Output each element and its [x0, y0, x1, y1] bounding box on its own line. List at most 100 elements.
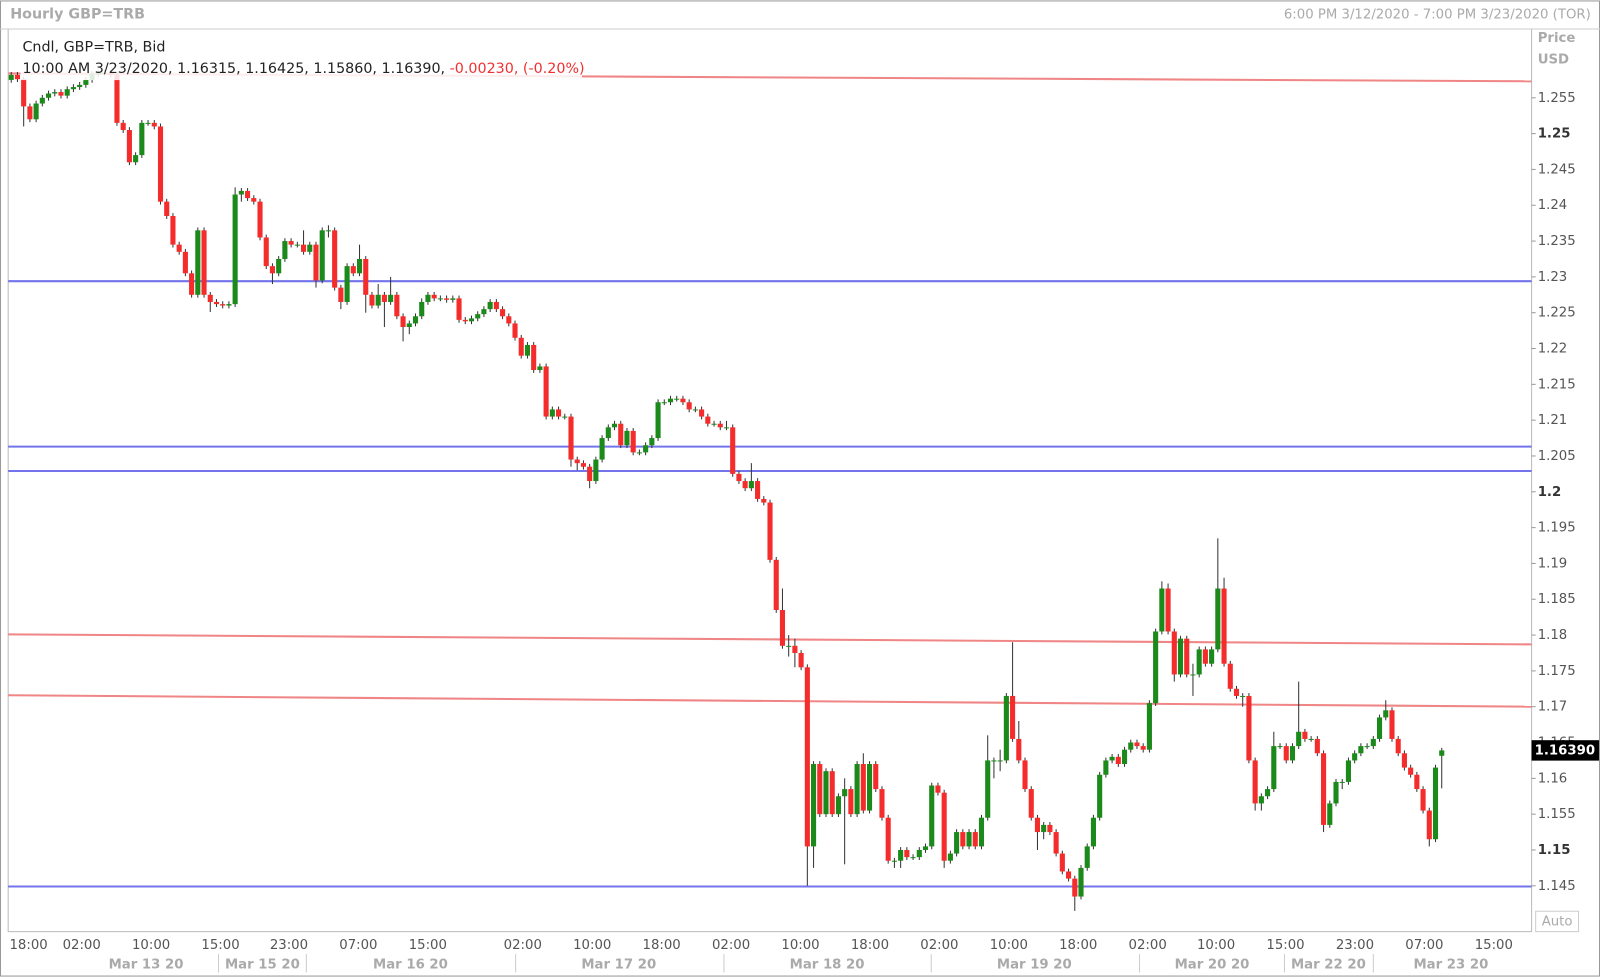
candle-body [245, 190, 251, 199]
candle-body [916, 849, 922, 858]
candle-body [431, 294, 437, 299]
candle-body [1321, 753, 1327, 825]
candle-body [394, 294, 400, 317]
candle-body [854, 764, 860, 815]
candle-body [1258, 796, 1264, 804]
candle-body [966, 832, 972, 847]
x-tick-label: 02:00 [920, 938, 958, 953]
candle-body [531, 344, 537, 371]
candle-body [133, 155, 139, 163]
candle-body [512, 323, 518, 338]
candle-body [201, 230, 207, 295]
candle-body [1146, 703, 1152, 750]
candle-body [1016, 738, 1022, 761]
candle-body [1221, 588, 1227, 664]
candle-body [655, 402, 661, 439]
candle-body [1140, 746, 1146, 750]
candle-body [711, 423, 717, 425]
y-tick-label: 1.225 [1538, 306, 1576, 321]
y-tick-label: 1.245 [1538, 162, 1576, 177]
candle-body [456, 298, 462, 320]
candle-body [1153, 631, 1159, 704]
x-tick-label: 23:00 [1336, 938, 1374, 953]
candle-body [145, 122, 151, 124]
candle-body [269, 266, 276, 274]
plot-area [7, 28, 1533, 933]
candle-body [605, 427, 611, 439]
candle-body [723, 427, 730, 429]
candle-body [1103, 760, 1109, 775]
candle-body [1109, 756, 1115, 761]
candle-body [450, 298, 456, 300]
candle-body [636, 452, 642, 454]
candle-body [213, 301, 220, 305]
candle-body [207, 294, 213, 302]
candle-body [1439, 750, 1445, 756]
candle-body [350, 266, 356, 274]
candle-body [8, 74, 14, 80]
candle-body [1389, 710, 1395, 739]
y-tick-label: 1.23 [1538, 270, 1568, 285]
last-price-label: 1.16390 [1535, 743, 1595, 758]
candle-body [45, 93, 52, 98]
candle-body [1233, 688, 1240, 696]
auto-button[interactable] [1535, 910, 1580, 933]
candle-body [276, 258, 282, 274]
candle-body [493, 301, 499, 310]
candle-body [991, 760, 997, 762]
y-tick-label: 1.2 [1538, 485, 1562, 500]
candle-body [83, 79, 89, 85]
candle-body [742, 481, 748, 489]
candle-body [419, 301, 425, 317]
candle-body [487, 301, 493, 310]
candle-body [811, 764, 817, 847]
candle-body [114, 74, 120, 123]
candle-body [1115, 756, 1121, 765]
x-tick-label: 07:00 [1405, 938, 1443, 953]
candle-body [58, 92, 64, 96]
candle-body [412, 316, 419, 324]
candle-body [120, 122, 126, 131]
auto-button-label[interactable]: Auto [1542, 914, 1573, 929]
candle-body [1383, 710, 1389, 718]
candle-body [1289, 746, 1296, 761]
candle-body [344, 266, 350, 302]
candle-body [860, 764, 866, 811]
legend-values: 10:00 AM 3/23/2020, 1.16315, 1.16425, 1.… [22, 61, 584, 77]
candle-body [866, 764, 873, 811]
candle-body [1265, 789, 1271, 797]
x-tick-label: 15:00 [201, 938, 239, 953]
candle-body [500, 309, 506, 317]
marks [8, 69, 1532, 911]
candle-body [257, 201, 263, 238]
candle-body [947, 853, 953, 861]
y-tick-label: 1.235 [1538, 234, 1576, 249]
candle-body [1296, 731, 1302, 747]
candle-body [1010, 695, 1016, 739]
candle-body [14, 74, 21, 80]
candle-body [680, 398, 686, 403]
candle-body [1053, 832, 1059, 854]
candle-body [1003, 695, 1009, 761]
candle-body [1196, 649, 1202, 675]
candle-body [157, 126, 164, 202]
candle-body [779, 609, 786, 646]
y-tick-label: 1.22 [1538, 342, 1568, 357]
date-label: Mar 23 20 [1413, 957, 1488, 972]
y-tick-label: 1.15 [1538, 843, 1571, 858]
candle-body [537, 366, 543, 371]
candle-body [773, 559, 779, 610]
candle-body [363, 258, 369, 295]
candle-body [33, 103, 39, 120]
candle-body [997, 760, 1003, 762]
candle-body [985, 760, 991, 818]
candle-body [549, 409, 555, 417]
x-tick-label: 18:00 [9, 938, 47, 953]
x-tick-label: 18:00 [1059, 938, 1097, 953]
candle-body [941, 792, 947, 861]
candle-body [761, 498, 767, 503]
candle-body [1084, 846, 1090, 868]
candle-body [1227, 663, 1233, 689]
candle-body [1314, 738, 1320, 754]
candle-body [1078, 867, 1084, 897]
